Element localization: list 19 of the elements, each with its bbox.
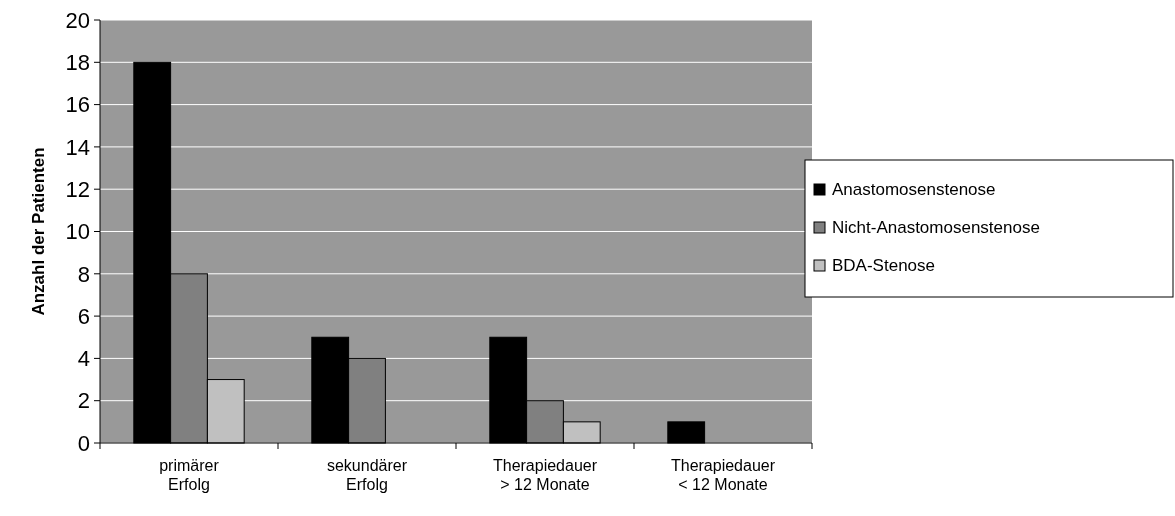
y-tick-label: 18 [65,50,90,75]
y-axis-title: Anzahl der Patienten [29,147,48,316]
x-tick-label: Therapiedauer < 12 Monate [670,457,776,493]
y-tick-label: 20 [65,7,90,33]
y-tick-label: 16 [65,92,90,118]
y-tick-label: 12 [65,176,90,202]
y-tick-label: 14 [65,134,90,160]
legend-label: BDA-Stenose [832,255,935,275]
y-tick-label: 0 [77,430,90,456]
y-tick-label: 6 [77,303,90,329]
y-tick-label: 2 [77,388,90,414]
legend-label: Anastomosenstenose [832,179,996,199]
legend-label: Nicht-Anastomosenstenose [832,217,1040,237]
x-tick-label: Therapiedauer > 12 Monate [492,457,598,493]
y-tick-label: 4 [77,346,90,372]
y-tick-label: 10 [65,219,90,245]
y-tick-label: 8 [77,261,90,287]
x-tick-label: primärer Erfolg [159,457,220,493]
x-tick-label: sekundärer Erfolg [326,457,408,493]
